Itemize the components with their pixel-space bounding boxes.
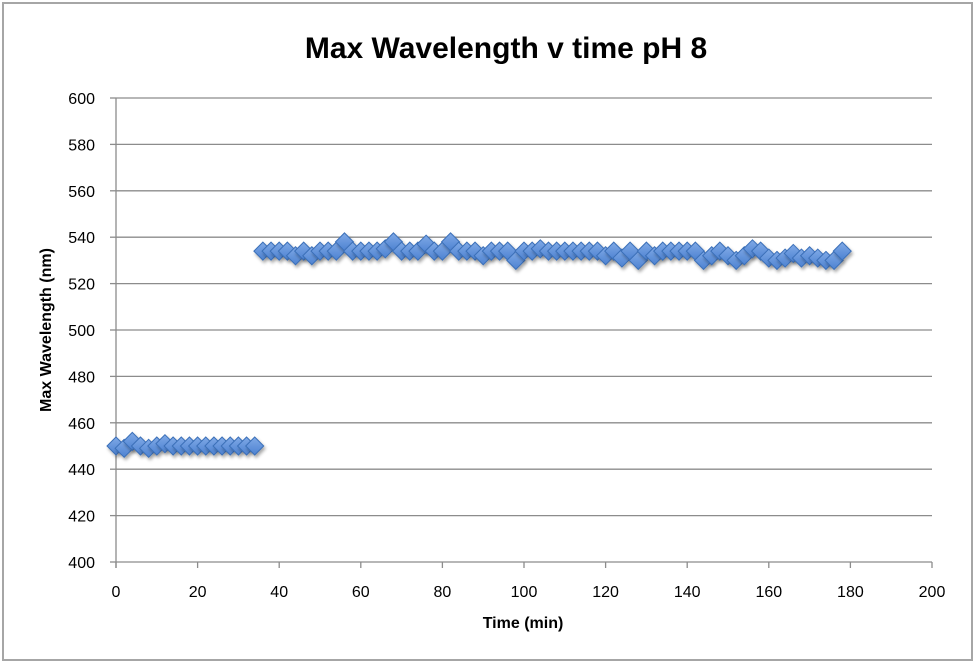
- x-tick-label: 20: [189, 584, 207, 601]
- data-points: [106, 232, 852, 459]
- y-axis-title: Max Wavelength (nm): [38, 248, 55, 412]
- y-tick-label: 500: [68, 323, 95, 340]
- x-tick-labels: 0 20 40 60 80 100 120 140 160 180 200: [112, 584, 946, 601]
- data-point: [718, 246, 738, 266]
- y-tick-label: 520: [68, 277, 95, 294]
- x-tick-label: 0: [112, 584, 121, 601]
- data-point: [832, 241, 852, 261]
- y-tick-label: 460: [68, 416, 95, 433]
- y-tick-label: 400: [68, 555, 95, 572]
- y-tick-label: 440: [68, 462, 95, 479]
- x-axis-title: Time (min): [483, 615, 564, 632]
- gridlines: [116, 97, 932, 517]
- x-tick-label: 100: [511, 584, 538, 601]
- x-tick-label: 120: [592, 584, 619, 601]
- chart-title: Max Wavelength v time pH 8: [305, 32, 707, 65]
- y-tick-labels: 400 420 440 460 480 500 520 540 560 580 600: [68, 91, 95, 572]
- data-point: [245, 436, 265, 456]
- y-tick-label: 580: [68, 137, 95, 154]
- x-tick-label: 40: [270, 584, 288, 601]
- x-tick-label: 60: [352, 584, 370, 601]
- axes: [110, 97, 933, 568]
- y-tick-label: 480: [68, 369, 95, 386]
- x-tick-label: 160: [755, 584, 782, 601]
- y-tick-label: 560: [68, 184, 95, 201]
- x-tick-label: 140: [674, 584, 701, 601]
- y-tick-label: 540: [68, 230, 95, 247]
- x-tick-label: 80: [434, 584, 452, 601]
- y-tick-label: 420: [68, 509, 95, 526]
- y-tick-label: 600: [68, 91, 95, 108]
- x-tick-label: 200: [919, 584, 946, 601]
- x-tick-label: 180: [837, 584, 864, 601]
